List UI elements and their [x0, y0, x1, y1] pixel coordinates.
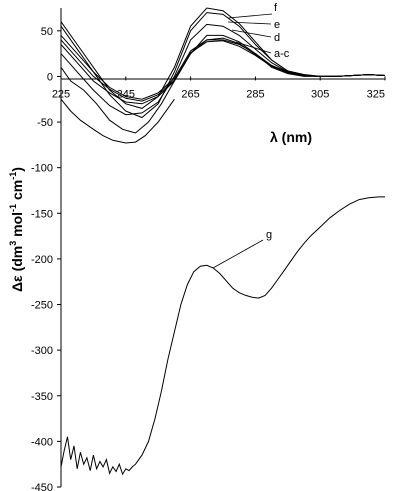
- label-leader-f: [227, 13, 273, 19]
- series-line-a-c-1: [60, 39, 386, 102]
- y-tick-label: 0: [47, 71, 53, 83]
- y-ticks: 50 0 -50 -100 -150 -200 -250 -300 -350 -400 -450: [31, 26, 61, 491]
- x-axis-title: λ (nm): [270, 129, 312, 145]
- y-tick-label: -50: [37, 117, 53, 129]
- label-leader-a-c: [235, 41, 272, 54]
- series-line-e-4: [60, 12, 386, 119]
- series-line-unlabeled-6: [60, 34, 386, 134]
- x-tick-label: 245: [117, 88, 135, 100]
- x-tick-label: 305: [311, 88, 329, 100]
- x-tick-label: 265: [181, 88, 199, 100]
- label-leader-e: [227, 21, 272, 25]
- y-tick-label: 50: [41, 26, 53, 38]
- series-line-g-8: [60, 196, 385, 476]
- x-tick-label: 285: [246, 88, 264, 100]
- x-tick-label: 325: [367, 88, 385, 100]
- series-label-e: e: [274, 19, 280, 31]
- x-tick-label: 225: [52, 88, 70, 100]
- y-tick-label: -400: [31, 436, 53, 448]
- series-label-d: d: [274, 32, 280, 44]
- y-tick-label: -300: [31, 345, 53, 357]
- y-tick-label: -250: [31, 300, 53, 312]
- series-curves: [60, 7, 386, 476]
- label-leader-g: [212, 239, 264, 269]
- y-tick-label: -100: [31, 163, 53, 175]
- label-leader-d: [231, 29, 272, 38]
- axes: [60, 8, 385, 487]
- y-axis-title: Δε (dm3 mol-1 cm-1): [8, 167, 25, 292]
- y-tick-label: -350: [31, 391, 53, 403]
- series-label-f: f: [274, 2, 278, 14]
- series-label-g: g: [266, 229, 272, 241]
- series-labels: f e d a-c g: [212, 2, 290, 269]
- y-tick-label: -450: [31, 482, 53, 491]
- series-line-unlabeled-7: [60, 98, 175, 144]
- series-label-a-c: a-c: [274, 48, 290, 60]
- y-tick-label: -200: [31, 254, 53, 266]
- x-ticks: 225 245 265 285 305 325: [52, 76, 386, 100]
- y-tick-label: -150: [31, 208, 53, 220]
